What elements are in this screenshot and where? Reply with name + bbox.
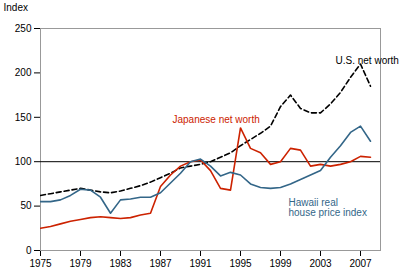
svg-text:250: 250 (15, 23, 32, 34)
svg-text:1991: 1991 (189, 258, 212, 269)
svg-text:1983: 1983 (109, 258, 132, 269)
svg-text:100: 100 (15, 156, 32, 167)
svg-text:2003: 2003 (309, 258, 332, 269)
svg-text:0: 0 (26, 245, 32, 256)
svg-text:1975: 1975 (29, 258, 52, 269)
svg-text:Japanese net worth: Japanese net worth (173, 114, 260, 125)
svg-text:1987: 1987 (149, 258, 172, 269)
svg-text:1979: 1979 (69, 258, 92, 269)
svg-text:U.S. net worth: U.S. net worth (336, 55, 399, 66)
svg-text:200: 200 (15, 67, 32, 78)
svg-text:1995: 1995 (229, 258, 252, 269)
svg-text:Hawaii realhouse price index: Hawaii realhouse price index (289, 197, 367, 218)
svg-text:150: 150 (15, 112, 32, 123)
svg-text:Index: Index (4, 2, 28, 13)
svg-text:50: 50 (20, 200, 32, 211)
svg-text:2007: 2007 (349, 258, 372, 269)
svg-text:1999: 1999 (269, 258, 292, 269)
